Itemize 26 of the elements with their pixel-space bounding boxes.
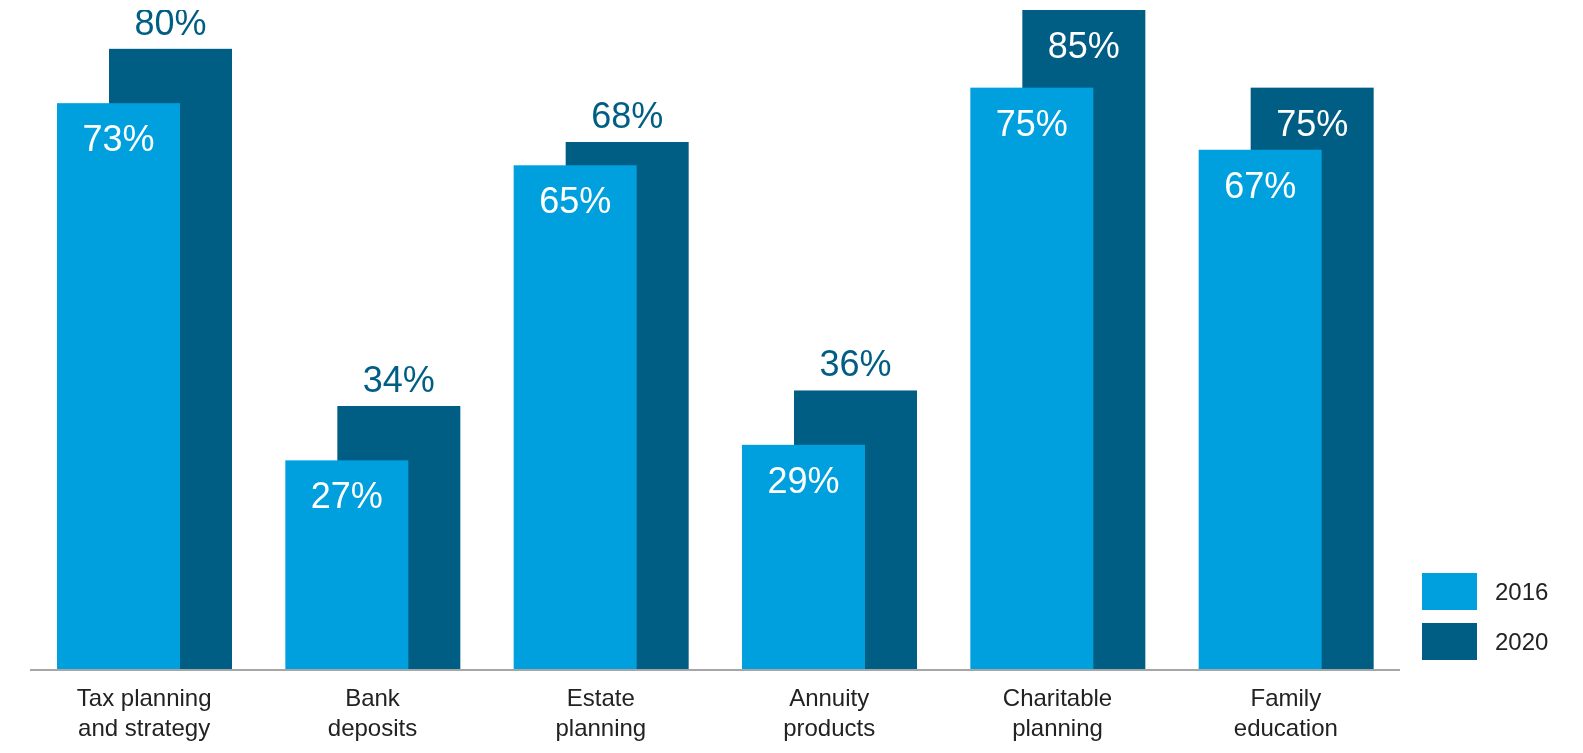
legend-label: 2016 (1495, 577, 1549, 606)
legend-label: 2020 (1495, 627, 1549, 656)
data-label: 80% (134, 1, 207, 43)
bar (970, 87, 1094, 670)
data-label: 65% (539, 180, 612, 222)
x-tick-label: Estate planning (555, 684, 647, 741)
data-label: 27% (310, 475, 383, 517)
bar (57, 103, 180, 670)
data-label: 36% (819, 343, 892, 385)
x-tick-label: Family education (1233, 684, 1338, 741)
data-label: 67% (1224, 164, 1297, 206)
x-tick-label: Tax planning and strategy (76, 684, 212, 741)
bar (742, 444, 865, 670)
bar (1198, 149, 1322, 670)
data-label: 75% (995, 102, 1068, 144)
data-label: 29% (767, 459, 840, 501)
data-label: 73% (82, 118, 155, 160)
data-label: 75% (1276, 102, 1349, 144)
x-tick-label: Charitable planning (1002, 684, 1113, 741)
data-label: 85% (1047, 25, 1120, 66)
data-label: 34% (362, 359, 435, 400)
x-tick-label: Bank deposits (327, 684, 418, 741)
data-label: 68% (591, 95, 664, 136)
bar (513, 165, 637, 670)
bar (285, 460, 409, 670)
x-tick-label: Annuity products (783, 684, 876, 741)
